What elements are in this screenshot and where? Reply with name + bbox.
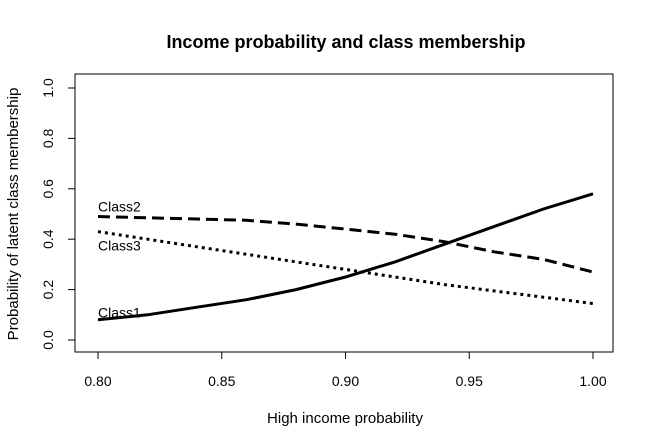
x-tick-label: 0.90	[332, 373, 359, 389]
series-label-class1: Class1	[98, 304, 141, 320]
y-axis-label: Probability of latent class membership	[5, 88, 22, 341]
series-line-class3	[97, 230, 594, 305]
y-tick-label: 0.0	[40, 330, 56, 350]
series-line-class2	[97, 215, 594, 274]
y-tick-label: 0.2	[40, 280, 56, 300]
y-tick-label: 0.8	[40, 128, 56, 148]
x-tick-label: 1.00	[579, 373, 606, 389]
y-tick-label: 0.4	[40, 229, 56, 249]
series-label-class2: Class2	[98, 198, 141, 214]
y-tick-label: 0.6	[40, 179, 56, 199]
series-label-class3: Class3	[98, 238, 141, 254]
x-tick-label: 0.85	[208, 373, 235, 389]
x-axis-label: High income probability	[267, 410, 423, 427]
x-tick-label: 0.80	[84, 373, 111, 389]
y-tick-label: 1.0	[40, 78, 56, 98]
x-tick-label: 0.95	[456, 373, 483, 389]
chart-title: Income probability and class membership	[166, 32, 525, 52]
series-line-class1	[97, 192, 594, 322]
